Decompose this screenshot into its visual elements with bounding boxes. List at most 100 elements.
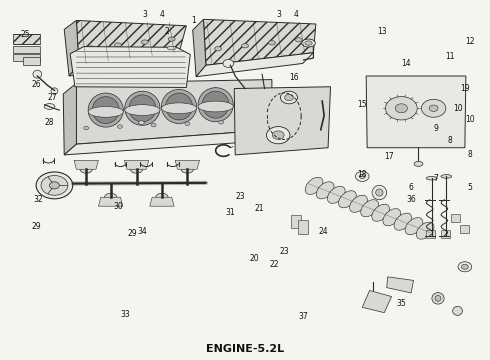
- Ellipse shape: [161, 103, 196, 114]
- Text: 11: 11: [445, 52, 455, 61]
- Bar: [461, 225, 469, 233]
- Bar: [426, 230, 435, 238]
- Polygon shape: [193, 19, 206, 77]
- Ellipse shape: [142, 40, 148, 44]
- Text: 30: 30: [113, 202, 123, 211]
- Ellipse shape: [267, 127, 290, 144]
- Polygon shape: [64, 21, 79, 76]
- Ellipse shape: [181, 165, 194, 173]
- Polygon shape: [175, 160, 199, 169]
- Ellipse shape: [198, 87, 233, 122]
- Text: 29: 29: [31, 222, 41, 231]
- Ellipse shape: [168, 37, 175, 41]
- Text: 32: 32: [33, 195, 43, 204]
- Text: 20: 20: [250, 255, 260, 264]
- Ellipse shape: [376, 189, 383, 196]
- Text: 27: 27: [47, 93, 57, 102]
- Ellipse shape: [453, 306, 463, 315]
- Text: 35: 35: [396, 299, 406, 308]
- Text: 16: 16: [289, 73, 299, 82]
- Text: 18: 18: [358, 170, 367, 179]
- Ellipse shape: [242, 44, 248, 48]
- Text: 25: 25: [20, 30, 30, 39]
- Ellipse shape: [350, 195, 368, 212]
- Text: 10: 10: [453, 104, 463, 113]
- Ellipse shape: [432, 293, 444, 304]
- Polygon shape: [124, 160, 149, 169]
- Ellipse shape: [161, 89, 196, 123]
- Ellipse shape: [302, 39, 316, 47]
- Text: 4: 4: [160, 10, 164, 19]
- Ellipse shape: [355, 171, 369, 181]
- Ellipse shape: [44, 104, 55, 109]
- Polygon shape: [234, 87, 331, 155]
- Polygon shape: [76, 21, 186, 65]
- Ellipse shape: [223, 59, 234, 67]
- Ellipse shape: [125, 91, 160, 125]
- Ellipse shape: [88, 46, 95, 50]
- Text: 23: 23: [279, 247, 289, 256]
- Ellipse shape: [41, 176, 68, 195]
- Bar: [13, 34, 40, 44]
- Text: 24: 24: [318, 228, 328, 237]
- Polygon shape: [150, 197, 174, 206]
- Polygon shape: [203, 19, 316, 65]
- Text: 34: 34: [138, 228, 147, 237]
- Text: 5: 5: [467, 183, 472, 192]
- Ellipse shape: [166, 93, 193, 120]
- Bar: [23, 57, 40, 65]
- Ellipse shape: [394, 213, 412, 230]
- Ellipse shape: [185, 122, 190, 126]
- Polygon shape: [70, 46, 190, 87]
- Ellipse shape: [92, 96, 119, 123]
- Ellipse shape: [327, 186, 345, 203]
- Text: 10: 10: [465, 114, 475, 123]
- Text: 3: 3: [143, 10, 147, 19]
- Text: 29: 29: [128, 229, 137, 238]
- Text: 1: 1: [191, 16, 196, 25]
- Ellipse shape: [130, 165, 143, 173]
- Ellipse shape: [252, 119, 257, 123]
- Ellipse shape: [84, 126, 89, 130]
- Ellipse shape: [359, 174, 365, 179]
- Ellipse shape: [429, 105, 438, 112]
- Ellipse shape: [36, 172, 73, 199]
- Polygon shape: [362, 291, 392, 313]
- Bar: [13, 45, 40, 53]
- Text: 31: 31: [225, 208, 235, 217]
- Ellipse shape: [51, 88, 58, 94]
- Ellipse shape: [361, 200, 378, 217]
- Text: 12: 12: [465, 37, 474, 46]
- Ellipse shape: [441, 175, 452, 178]
- Ellipse shape: [395, 104, 408, 113]
- Text: 22: 22: [270, 260, 279, 269]
- Bar: [292, 215, 301, 228]
- Ellipse shape: [139, 121, 145, 125]
- Ellipse shape: [280, 91, 297, 104]
- Text: 17: 17: [384, 152, 394, 161]
- Ellipse shape: [372, 204, 390, 221]
- Ellipse shape: [115, 43, 122, 47]
- Polygon shape: [196, 53, 314, 77]
- Ellipse shape: [372, 185, 387, 200]
- Text: 36: 36: [406, 195, 416, 204]
- Text: 7: 7: [433, 174, 438, 183]
- Ellipse shape: [215, 46, 221, 51]
- Text: 19: 19: [460, 84, 470, 93]
- Ellipse shape: [317, 182, 334, 199]
- Text: 6: 6: [409, 183, 414, 192]
- Text: 15: 15: [357, 100, 367, 109]
- Text: 33: 33: [121, 310, 130, 319]
- Ellipse shape: [285, 94, 294, 101]
- Ellipse shape: [33, 70, 42, 78]
- Bar: [298, 220, 308, 234]
- Ellipse shape: [49, 182, 59, 189]
- Ellipse shape: [125, 105, 160, 116]
- Polygon shape: [366, 76, 466, 148]
- Text: 8: 8: [467, 150, 472, 159]
- Text: 9: 9: [433, 123, 438, 132]
- Polygon shape: [76, 80, 272, 144]
- Text: 23: 23: [235, 192, 245, 201]
- Ellipse shape: [104, 193, 117, 201]
- Text: 37: 37: [299, 312, 309, 321]
